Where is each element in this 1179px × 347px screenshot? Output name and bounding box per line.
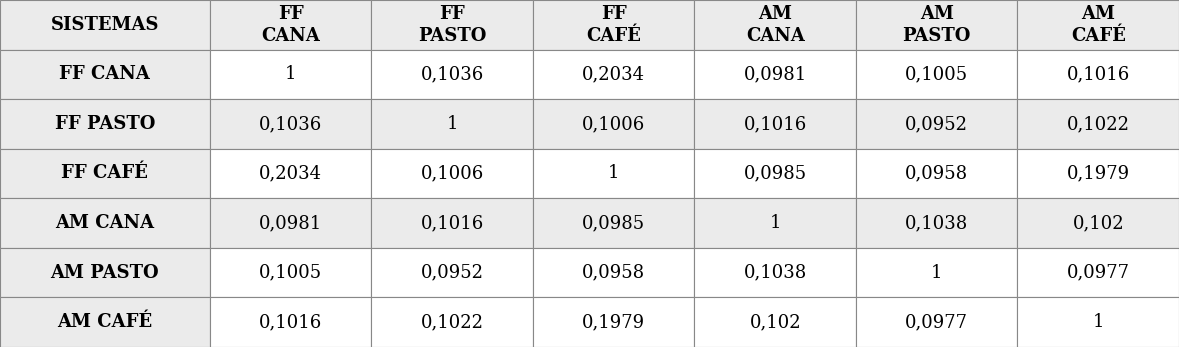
Bar <box>533 0 694 50</box>
Bar <box>694 50 856 99</box>
Text: 0,0985: 0,0985 <box>744 164 806 183</box>
Bar <box>210 99 371 149</box>
Bar <box>694 99 856 149</box>
Text: AM
PASTO: AM PASTO <box>903 5 970 45</box>
Bar <box>0 50 210 99</box>
Text: AM
CAFÉ: AM CAFÉ <box>1071 5 1126 45</box>
Bar <box>694 198 856 248</box>
Text: 1: 1 <box>447 115 457 133</box>
Text: 0,0985: 0,0985 <box>582 214 645 232</box>
Bar <box>0 297 210 347</box>
Bar <box>1017 99 1179 149</box>
Bar <box>1017 149 1179 198</box>
Text: 1: 1 <box>285 65 296 83</box>
Text: 1: 1 <box>770 214 780 232</box>
Text: 1: 1 <box>931 264 942 282</box>
Text: 0,2034: 0,2034 <box>259 164 322 183</box>
Bar <box>210 50 371 99</box>
Text: 0,1016: 0,1016 <box>744 115 806 133</box>
Text: 0,1038: 0,1038 <box>905 214 968 232</box>
Text: 0,1016: 0,1016 <box>421 214 483 232</box>
Text: FF
PASTO: FF PASTO <box>419 5 486 45</box>
Text: 0,1022: 0,1022 <box>421 313 483 331</box>
Bar <box>0 99 210 149</box>
Bar <box>0 0 210 50</box>
Text: FF CAFÉ: FF CAFÉ <box>61 164 149 183</box>
Bar <box>0 149 210 198</box>
Text: 0,0981: 0,0981 <box>259 214 322 232</box>
Bar <box>856 50 1017 99</box>
Bar <box>694 248 856 297</box>
Text: 0,1006: 0,1006 <box>582 115 645 133</box>
Bar <box>533 248 694 297</box>
Bar <box>1017 0 1179 50</box>
Text: FF
CANA: FF CANA <box>262 5 320 45</box>
Text: 1: 1 <box>1093 313 1104 331</box>
Text: 0,102: 0,102 <box>750 313 801 331</box>
Text: AM PASTO: AM PASTO <box>51 264 159 282</box>
Text: FF
CAFÉ: FF CAFÉ <box>586 5 641 45</box>
Bar <box>1017 50 1179 99</box>
Bar <box>856 198 1017 248</box>
Bar <box>694 0 856 50</box>
Bar <box>371 149 533 198</box>
Text: 0,1016: 0,1016 <box>1067 65 1129 83</box>
Bar <box>856 248 1017 297</box>
Text: 1: 1 <box>608 164 619 183</box>
Bar <box>371 0 533 50</box>
Bar <box>856 0 1017 50</box>
Bar <box>371 50 533 99</box>
Text: 0,0952: 0,0952 <box>421 264 483 282</box>
Text: AM CANA: AM CANA <box>55 214 154 232</box>
Bar <box>533 297 694 347</box>
Text: 0,1022: 0,1022 <box>1067 115 1129 133</box>
Bar <box>210 149 371 198</box>
Bar <box>0 198 210 248</box>
Text: 0,1979: 0,1979 <box>582 313 645 331</box>
Bar <box>856 149 1017 198</box>
Text: FF PASTO: FF PASTO <box>54 115 156 133</box>
Bar <box>210 297 371 347</box>
Text: 0,2034: 0,2034 <box>582 65 645 83</box>
Text: 0,102: 0,102 <box>1073 214 1124 232</box>
Bar <box>210 248 371 297</box>
Text: 0,1036: 0,1036 <box>259 115 322 133</box>
Bar <box>533 149 694 198</box>
Text: 0,0952: 0,0952 <box>905 115 968 133</box>
Bar <box>533 50 694 99</box>
Text: FF CANA: FF CANA <box>59 65 151 83</box>
Bar <box>210 0 371 50</box>
Text: 0,1038: 0,1038 <box>744 264 806 282</box>
Text: 0,1016: 0,1016 <box>259 313 322 331</box>
Text: 0,1005: 0,1005 <box>905 65 968 83</box>
Bar <box>371 198 533 248</box>
Text: 0,1005: 0,1005 <box>259 264 322 282</box>
Text: 0,1006: 0,1006 <box>421 164 483 183</box>
Bar <box>1017 248 1179 297</box>
Text: 0,1036: 0,1036 <box>421 65 483 83</box>
Bar <box>856 297 1017 347</box>
Text: 0,1979: 0,1979 <box>1067 164 1129 183</box>
Bar <box>533 99 694 149</box>
Text: AM CAFÉ: AM CAFÉ <box>58 313 152 331</box>
Bar <box>694 149 856 198</box>
Text: 0,0977: 0,0977 <box>905 313 968 331</box>
Bar <box>1017 297 1179 347</box>
Text: 0,0958: 0,0958 <box>905 164 968 183</box>
Bar <box>0 248 210 297</box>
Text: 0,0977: 0,0977 <box>1067 264 1129 282</box>
Bar <box>1017 198 1179 248</box>
Text: 0,0981: 0,0981 <box>744 65 806 83</box>
Bar <box>694 297 856 347</box>
Text: SISTEMAS: SISTEMAS <box>51 16 159 34</box>
Bar <box>210 198 371 248</box>
Text: 0,0958: 0,0958 <box>582 264 645 282</box>
Bar <box>533 198 694 248</box>
Bar <box>371 297 533 347</box>
Bar <box>856 99 1017 149</box>
Bar <box>371 248 533 297</box>
Bar <box>371 99 533 149</box>
Text: AM
CANA: AM CANA <box>746 5 804 45</box>
